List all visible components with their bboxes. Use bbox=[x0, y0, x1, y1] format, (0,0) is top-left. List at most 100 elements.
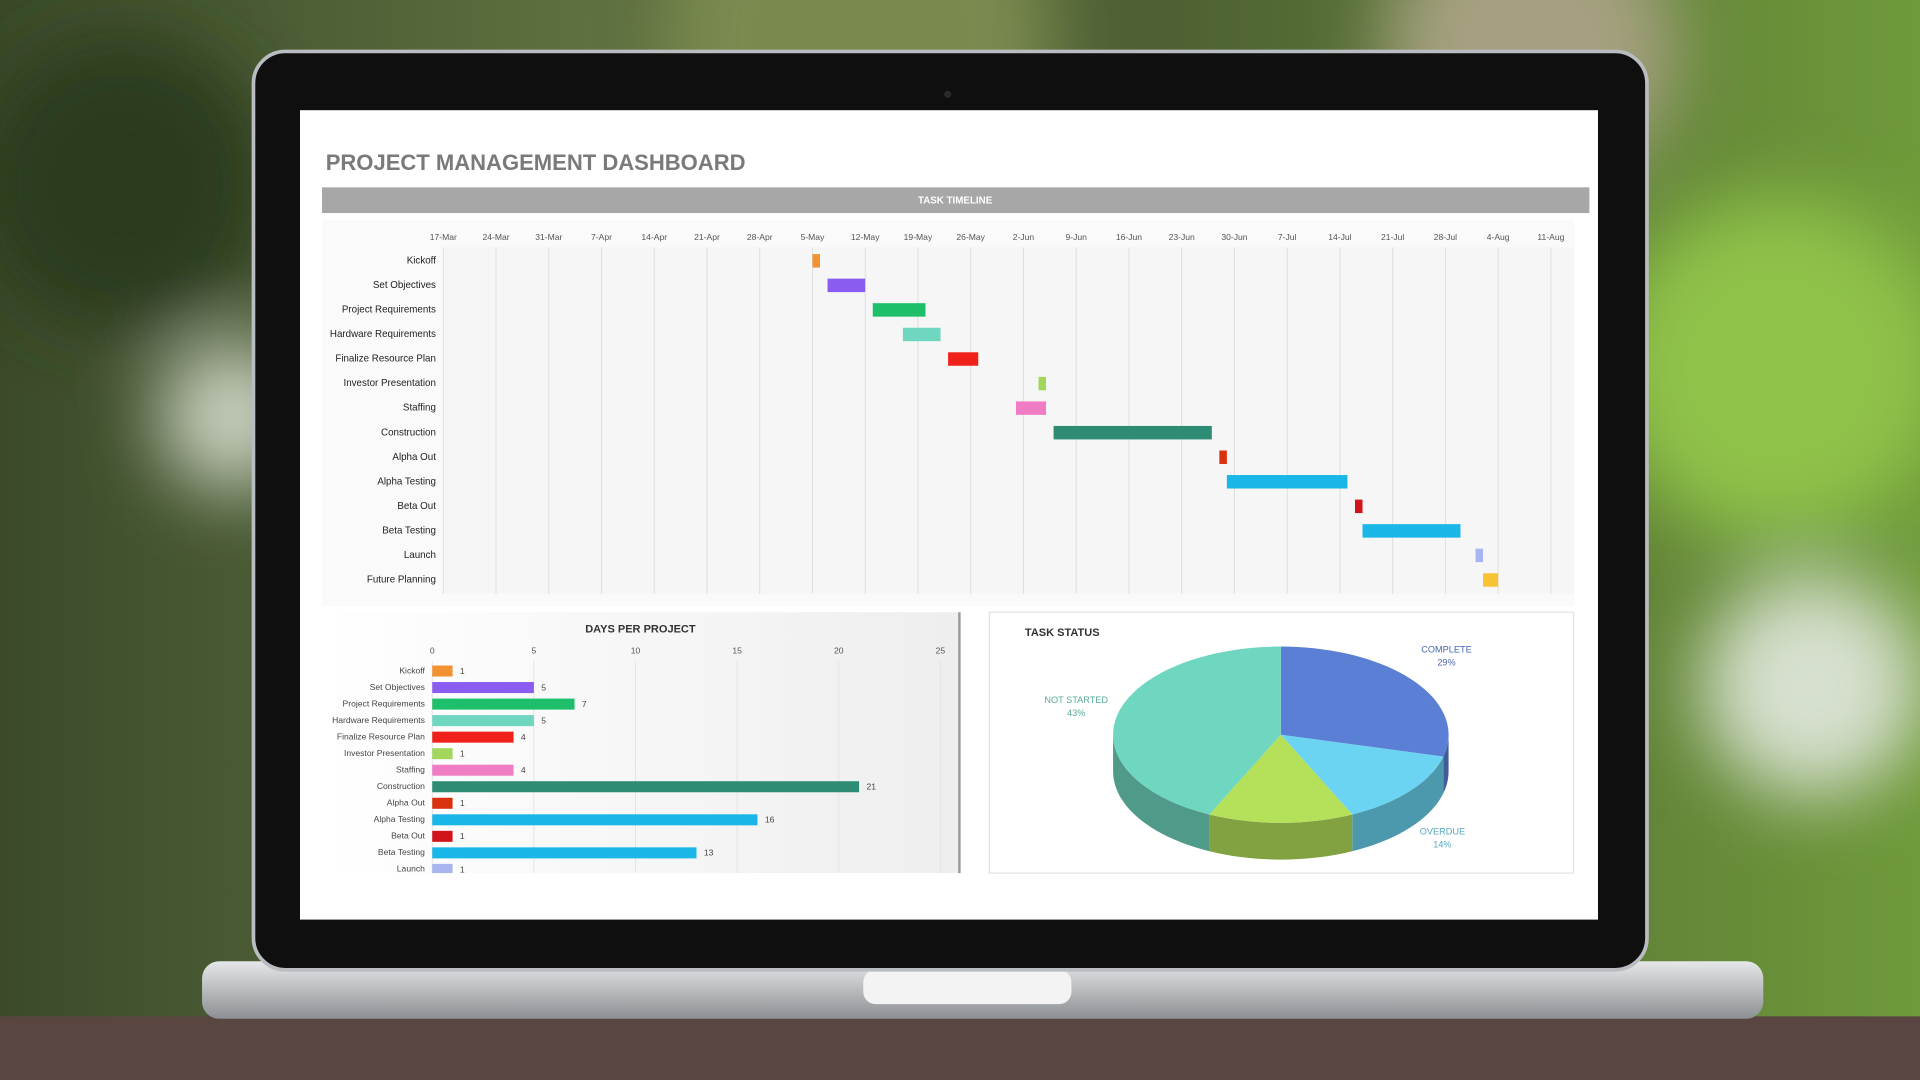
pie-slice-side bbox=[1209, 814, 1353, 860]
gantt-bar bbox=[1015, 401, 1047, 415]
camera bbox=[944, 90, 952, 98]
x-tick-label: 10 bbox=[631, 646, 641, 656]
value-label: 4 bbox=[521, 765, 526, 775]
task-label: Kickoff bbox=[407, 255, 436, 266]
bar bbox=[432, 830, 453, 842]
x-tick-label: 14-Apr bbox=[641, 232, 667, 242]
bar bbox=[432, 682, 534, 694]
x-tick-label: 12-May bbox=[851, 232, 880, 242]
bar-panel bbox=[322, 612, 959, 874]
bar bbox=[432, 748, 453, 760]
pie-label: NOT STARTED bbox=[1044, 695, 1108, 705]
y-tick-label: Investor Presentation bbox=[344, 748, 425, 758]
gantt-bar bbox=[948, 352, 979, 366]
task-label: Construction bbox=[381, 427, 436, 438]
task-label: Finalize Resource Plan bbox=[335, 354, 436, 365]
value-label: 13 bbox=[704, 848, 714, 858]
task-label: Beta Out bbox=[397, 501, 436, 512]
gantt-title: TASK TIMELINE bbox=[918, 195, 993, 206]
x-tick-label: 17-Mar bbox=[430, 232, 457, 242]
x-tick-label: 31-Mar bbox=[535, 232, 562, 242]
task-label: Alpha Out bbox=[392, 452, 436, 463]
x-tick-label: 24-Mar bbox=[482, 232, 509, 242]
gantt-bar bbox=[1483, 573, 1499, 587]
task-label: Future Planning bbox=[367, 575, 436, 586]
value-label: 1 bbox=[460, 864, 465, 874]
y-tick-label: Staffing bbox=[396, 764, 425, 774]
value-label: 7 bbox=[582, 699, 587, 709]
x-tick-label: 5 bbox=[531, 646, 536, 656]
gantt-bar bbox=[1053, 425, 1212, 440]
x-tick-label: 9-Jun bbox=[1065, 232, 1087, 242]
value-label: 1 bbox=[460, 666, 465, 676]
pie-value-label: 14% bbox=[1433, 839, 1451, 849]
x-tick-label: 23-Jun bbox=[1169, 232, 1195, 242]
x-tick-label: 4-Aug bbox=[1487, 232, 1510, 242]
task-label: Launch bbox=[404, 550, 436, 561]
value-label: 1 bbox=[460, 831, 465, 841]
x-tick-label: 25 bbox=[936, 646, 946, 656]
x-tick-label: 21-Apr bbox=[694, 232, 720, 242]
x-tick-label: 30-Jun bbox=[1221, 232, 1247, 242]
pie-slice bbox=[1280, 734, 1444, 815]
gantt-bar bbox=[1362, 524, 1461, 538]
x-tick-label: 7-Jul bbox=[1278, 232, 1297, 242]
value-label: 1 bbox=[460, 798, 465, 808]
bar bbox=[432, 731, 514, 743]
gantt-bar bbox=[1475, 548, 1484, 563]
pie-title: TASK STATUS bbox=[1025, 627, 1100, 639]
x-tick-label: 28-Jul bbox=[1434, 232, 1457, 242]
x-tick-label: 16-Jun bbox=[1116, 232, 1142, 242]
task-label: Investor Presentation bbox=[343, 378, 435, 389]
x-tick-label: 2-Jun bbox=[1013, 232, 1035, 242]
y-tick-label: Set Objectives bbox=[370, 682, 425, 692]
pie-slice bbox=[1113, 646, 1281, 815]
pie-value-label: 43% bbox=[1067, 708, 1085, 718]
task-label: Staffing bbox=[403, 403, 436, 414]
x-tick-label: 21-Jul bbox=[1381, 232, 1404, 242]
pie-label: OVERDUE bbox=[1420, 827, 1465, 837]
x-tick-label: 7-Apr bbox=[591, 232, 612, 242]
value-label: 5 bbox=[541, 715, 546, 725]
y-tick-label: Construction bbox=[377, 781, 425, 791]
bar bbox=[432, 847, 697, 859]
y-tick-label: Finalize Resource Plan bbox=[337, 731, 425, 741]
y-tick-label: Hardware Requirements bbox=[332, 715, 425, 725]
y-tick-label: Beta Testing bbox=[378, 847, 425, 857]
bar-title: DAYS PER PROJECT bbox=[585, 623, 696, 635]
pie-slice-side bbox=[1113, 734, 1210, 852]
x-tick-label: 28-Apr bbox=[747, 232, 773, 242]
pie-slice bbox=[1280, 646, 1449, 757]
y-tick-label: Project Requirements bbox=[343, 698, 425, 708]
y-tick-label: Alpha Out bbox=[387, 798, 426, 808]
task-label: Set Objectives bbox=[373, 280, 436, 291]
task-label: Beta Testing bbox=[382, 525, 436, 536]
value-label: 21 bbox=[866, 782, 876, 792]
y-tick-label: Alpha Testing bbox=[374, 814, 425, 824]
pie-label: COMPLETE bbox=[1421, 645, 1471, 655]
x-tick-label: 5-May bbox=[801, 232, 826, 242]
timeline-header bbox=[322, 187, 1590, 214]
bar bbox=[432, 814, 758, 826]
value-label: 1 bbox=[460, 749, 465, 759]
x-tick-label: 0 bbox=[430, 646, 435, 656]
x-tick-label: 15 bbox=[732, 646, 742, 656]
bar bbox=[432, 781, 860, 793]
bar bbox=[432, 715, 534, 727]
value-label: 4 bbox=[521, 732, 526, 742]
task-label: Alpha Testing bbox=[377, 476, 436, 487]
y-tick-label: Kickoff bbox=[399, 665, 425, 675]
pie-slice-side bbox=[1352, 756, 1444, 852]
gantt-bar bbox=[812, 254, 821, 268]
bar bbox=[432, 698, 575, 710]
value-label: 5 bbox=[541, 682, 546, 692]
task-label: Project Requirements bbox=[342, 305, 436, 316]
gantt-bar bbox=[902, 327, 941, 342]
x-tick-label: 19-May bbox=[904, 232, 933, 242]
bar bbox=[432, 863, 453, 874]
